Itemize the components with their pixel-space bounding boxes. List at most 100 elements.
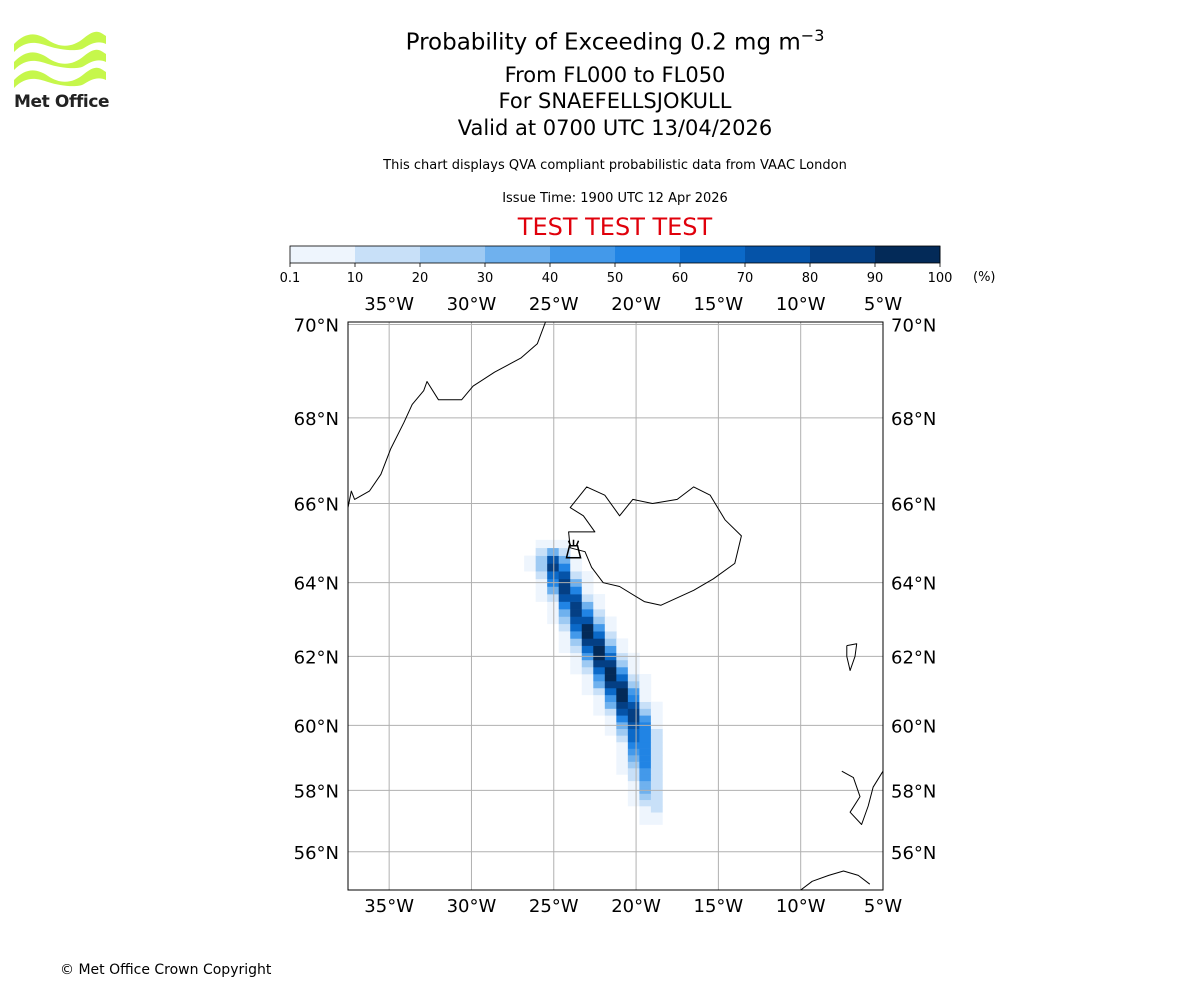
probability-cell	[650, 818, 663, 825]
lat-tick-label-left: 64°N	[294, 574, 339, 595]
flight-level-range: From FL000 to FL050	[504, 63, 726, 87]
probability-cell	[581, 609, 594, 617]
lon-tick-label-bottom: 25°W	[529, 896, 579, 917]
probability-cell	[650, 748, 663, 756]
lon-tick-label-top: 5°W	[864, 294, 902, 315]
probability-cell	[570, 571, 583, 580]
colorbar-tick-label: 40	[542, 271, 559, 286]
probability-cell	[604, 687, 617, 696]
lat-tick-label-right: 62°N	[891, 647, 936, 668]
probability-cell	[639, 741, 652, 749]
probability-cell	[650, 715, 663, 723]
probability-cell	[558, 638, 571, 646]
probability-cell	[616, 645, 629, 654]
probability-cell	[535, 586, 548, 595]
colorbar-tick-label: 100	[928, 271, 953, 286]
probability-cell	[639, 774, 652, 782]
probability-cell	[581, 571, 594, 580]
coastline-iceland	[568, 486, 742, 606]
probability-cell	[639, 748, 652, 756]
probability-cell	[650, 761, 663, 769]
axis-labels: 35°W 35°W 30°W 30°W 25°W 25°W 20°W 20°W 15°W 15°W…	[294, 294, 937, 917]
colorbar-segment	[680, 246, 746, 263]
probability-cell	[547, 609, 560, 617]
probability-cell	[616, 667, 629, 675]
probability-cell	[639, 799, 652, 807]
probability-cell	[581, 674, 594, 682]
lon-tick-label-top: 25°W	[529, 294, 579, 315]
probability-cell	[627, 715, 640, 723]
lon-tick-label-bottom: 20°W	[611, 896, 661, 917]
probability-cell	[650, 755, 663, 762]
colorbar-segment	[615, 246, 681, 263]
lat-tick-label-right: 70°N	[891, 315, 936, 336]
probability-cell	[616, 715, 629, 723]
probability-cell	[535, 555, 548, 564]
probability-cell	[593, 701, 606, 709]
met-office-waves-icon	[14, 31, 106, 88]
probability-cell	[593, 674, 606, 682]
probability-cell	[547, 586, 560, 595]
colorbar-tick-label: 0.1	[280, 271, 301, 286]
lat-tick-label-right: 58°N	[891, 781, 936, 802]
logo-wave	[14, 31, 106, 52]
probability-cell	[558, 645, 571, 654]
colorbar-unit: (%)	[973, 270, 996, 285]
probability-cell	[570, 601, 583, 610]
probability-cell	[650, 806, 663, 813]
colorbar: 0.1 10 20 30 40 50 60 70 80 90 100	[280, 245, 953, 286]
probability-cell	[616, 674, 629, 682]
probability-cell	[570, 616, 583, 625]
probability-cell	[593, 601, 606, 610]
chart-title: Probability of Exceeding 0.2 mg m−3	[0, 26, 1200, 56]
coastline-ireland_n	[800, 870, 871, 890]
probability-cell	[627, 774, 640, 782]
probability-cell	[558, 631, 571, 639]
probability-cell	[627, 780, 640, 788]
probability-cell	[570, 631, 583, 639]
volcano-icon	[565, 544, 582, 559]
probability-cell	[570, 659, 583, 668]
probability-cell	[627, 681, 640, 689]
volcano-title: For SNAEFELLSJOKULL	[498, 89, 732, 113]
probability-cell	[604, 674, 617, 682]
lon-tick-label-bottom: 35°W	[364, 896, 414, 917]
probability-cell	[650, 701, 663, 709]
probability-cell	[581, 623, 594, 632]
lat-tick-label-left: 62°N	[294, 647, 339, 668]
chart-description: This chart displays QVA compliant probab…	[383, 158, 847, 173]
lon-tick-label-top: 30°W	[447, 294, 497, 315]
copyright-notice: © Met Office Crown Copyright	[60, 962, 272, 978]
probability-cell	[616, 701, 629, 709]
probability-cell	[639, 780, 652, 788]
probability-cell	[558, 586, 571, 595]
volcano-marker	[565, 539, 582, 559]
probability-cell	[604, 659, 617, 668]
lat-tick-label-left: 58°N	[294, 781, 339, 802]
colorbar-segment	[810, 246, 876, 263]
probability-cell	[558, 609, 571, 617]
probability-cell	[650, 812, 663, 819]
probability-cell	[593, 623, 606, 632]
met-office-logo: Met Office	[14, 30, 110, 112]
probability-cell	[581, 638, 594, 646]
colorbar-tick-label: 70	[737, 271, 754, 286]
logo-wave	[14, 67, 106, 88]
probability-cell	[558, 547, 571, 556]
probability-cell	[627, 748, 640, 756]
lat-tick-label-left: 60°N	[294, 716, 339, 737]
probability-cell	[593, 687, 606, 696]
colorbar-tick-label: 50	[607, 271, 624, 286]
probability-cell	[639, 708, 652, 716]
probability-cell	[581, 586, 594, 595]
probability-cell	[604, 715, 617, 723]
probability-cell	[593, 659, 606, 668]
probability-cell	[570, 667, 583, 675]
colorbar-segment	[485, 246, 551, 263]
colorbar-segment	[550, 246, 616, 263]
probability-cell	[650, 768, 663, 775]
probability-cell	[581, 667, 594, 675]
probability-cell	[639, 687, 652, 696]
lat-tick-label-right: 66°N	[891, 494, 936, 515]
